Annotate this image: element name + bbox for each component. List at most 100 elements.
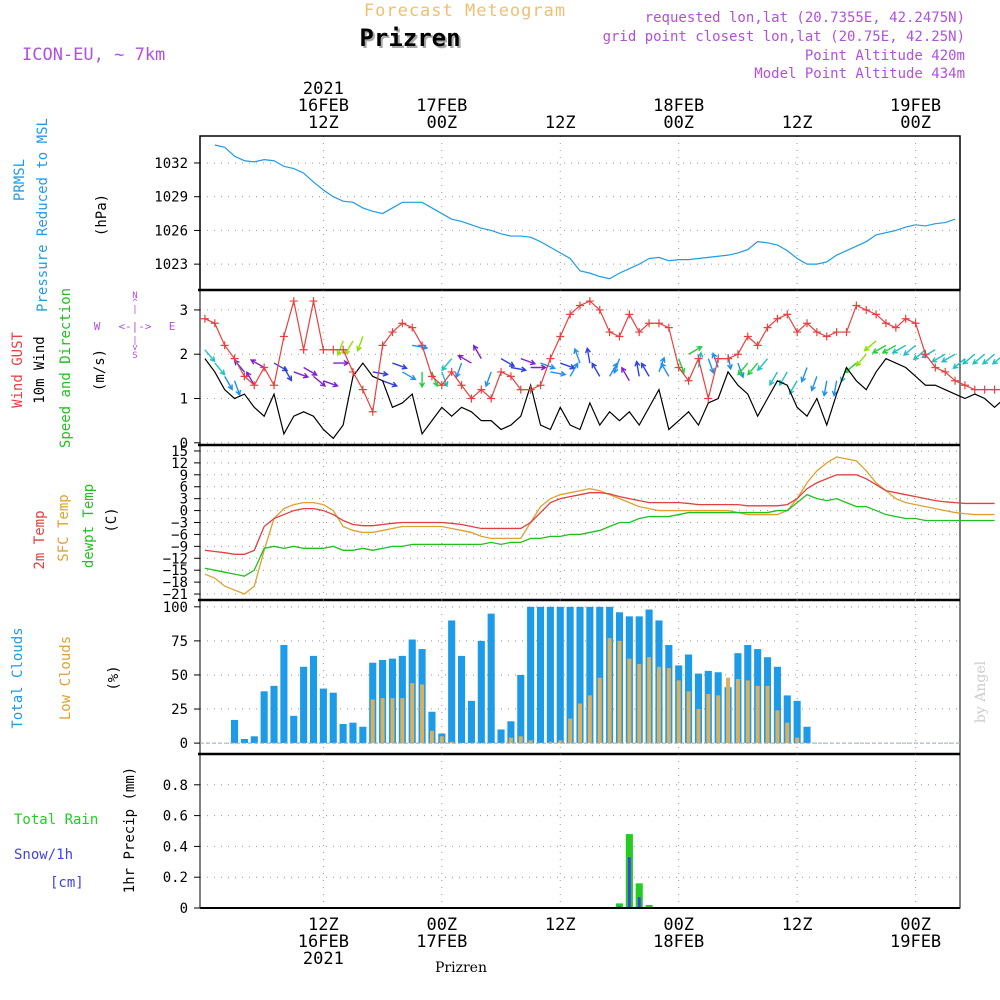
- gust-line: [204, 300, 1000, 414]
- wind-arrow: [224, 376, 233, 391]
- gust-marker: [714, 354, 723, 363]
- gust-marker: [566, 310, 575, 319]
- gust-label: Wind GUST: [10, 332, 26, 408]
- low-cloud-bar: [587, 695, 592, 744]
- t2m-line: [204, 474, 995, 555]
- gust-marker: [595, 305, 604, 314]
- wind-ytick-label: 0: [180, 436, 188, 452]
- total-cloud-bar: [487, 613, 495, 744]
- gust-marker: [408, 323, 417, 332]
- location-title-shadow: Prizren: [361, 26, 462, 54]
- gust-marker: [941, 367, 950, 376]
- snow-bar: [637, 897, 641, 908]
- wind-arrow: [336, 340, 344, 357]
- wind-arrow: [756, 358, 769, 372]
- gust-marker: [260, 363, 269, 372]
- temperature-ytick-label: −9: [171, 539, 188, 555]
- total-cloud-bar: [803, 726, 811, 744]
- low-cloud-bar: [410, 683, 415, 744]
- wind-arrow: [634, 360, 641, 377]
- gust-marker: [200, 314, 209, 323]
- compass-w: W: [94, 320, 101, 333]
- total-cloud-bar: [250, 736, 258, 744]
- gust-marker: [536, 381, 545, 390]
- wind-arrow: [585, 346, 591, 364]
- low-cloud-bar: [735, 679, 740, 744]
- wind-arrow: [214, 362, 226, 376]
- wind-arrow: [520, 357, 537, 366]
- gust-marker: [980, 385, 989, 394]
- gust-marker: [506, 372, 515, 381]
- rain-bar: [635, 883, 643, 908]
- top-time-label: 16FEB: [298, 96, 349, 116]
- wind-arrow: [323, 380, 339, 388]
- low-cloud-bar: [775, 710, 780, 744]
- bottom-time-label: 2021: [303, 949, 344, 969]
- top-time-label: 18FEB: [653, 96, 704, 116]
- compass-e: E: [169, 320, 176, 333]
- low-cloud-bar: [627, 658, 632, 744]
- wind-arrow: [612, 358, 621, 375]
- temperature-ytick-label: −3: [171, 516, 188, 532]
- compass-s-stem: |: [132, 336, 137, 346]
- total-cloud-bar: [596, 606, 604, 744]
- wind-arrow: [952, 358, 966, 370]
- bottom-time-label: 12Z: [308, 915, 339, 935]
- gust-marker: [724, 354, 733, 363]
- compass-s: S: [132, 351, 137, 361]
- gust-marker: [388, 328, 397, 337]
- gust-marker: [427, 372, 436, 381]
- bottom-time-label: 00Z: [426, 915, 457, 935]
- low-cloud-bar: [390, 698, 395, 744]
- gust-marker: [674, 363, 683, 372]
- clouds-ytick-label: 50: [171, 668, 188, 684]
- wind-arrow: [510, 366, 528, 373]
- top-time-label: 00Z: [663, 113, 694, 133]
- wind-arrow: [912, 349, 926, 361]
- low-cloud-bar: [656, 666, 661, 744]
- total-cloud-bar: [458, 655, 466, 744]
- gust-marker: [309, 297, 318, 306]
- gust-marker: [437, 381, 446, 390]
- total-cloud-bar: [300, 666, 308, 744]
- total-cloud-bar: [566, 606, 574, 744]
- rain-bar: [615, 903, 624, 908]
- gust-marker: [556, 332, 565, 341]
- total-cloud-bar: [576, 606, 584, 744]
- gust-marker: [368, 407, 377, 416]
- low-cloud-bar: [795, 737, 800, 744]
- gust-marker: [615, 332, 624, 341]
- low-cloud-bar: [568, 718, 573, 744]
- gust-marker: [960, 381, 969, 390]
- bottom-time-label: 17FEB: [416, 932, 467, 952]
- wind-arrow: [303, 366, 318, 376]
- wind-arrow: [313, 375, 327, 387]
- gust-marker: [654, 319, 663, 328]
- total-cloud-bar: [586, 606, 594, 744]
- low-cloud-bar: [785, 722, 790, 744]
- wind-arrow: [530, 364, 548, 371]
- wind10m-label: 10m Wind: [32, 336, 48, 403]
- low-cloud-bar: [706, 694, 711, 744]
- gust-marker: [398, 319, 407, 328]
- precip-panel: 0 0.2 0.4 0.6 0.8: [163, 753, 961, 917]
- wind-arrow: [500, 358, 516, 367]
- wind-arrow: [962, 353, 976, 365]
- wind-arrow: [711, 352, 719, 368]
- gust-marker: [418, 341, 427, 350]
- gust-marker: [220, 341, 229, 350]
- total-cloud-bar: [260, 691, 268, 744]
- bottom-time-label: 12Z: [545, 915, 576, 935]
- gust-marker: [951, 376, 960, 385]
- watermark: by Angel: [973, 660, 989, 723]
- wind-unit-label: (m/s): [92, 349, 108, 391]
- wind-arrow: [246, 370, 255, 386]
- total-cloud-bar: [546, 606, 554, 744]
- gust-marker: [270, 381, 279, 390]
- wind-arrows: [204, 336, 1000, 397]
- gust-marker: [635, 328, 644, 337]
- gust-marker: [339, 345, 348, 354]
- gust-marker: [753, 341, 762, 350]
- wind-arrow: [454, 362, 463, 379]
